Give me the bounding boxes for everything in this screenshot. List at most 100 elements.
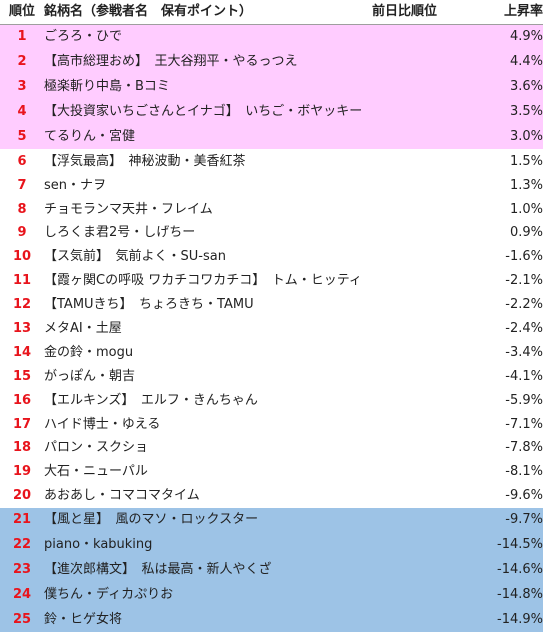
table-row: 1 ごろろ・ひで 4.9% (0, 24, 543, 50)
table-row: 6 【浮気最高】 神秘波動・美香紅茶 1.5% (0, 148, 543, 174)
stock-name: ごろろ・ひで (44, 24, 453, 50)
table-row: 24 僕ちん・ディカぷりお -14.8% (0, 581, 543, 608)
table-row: 23 【進次郎構文】 私は最高・新人やくざ -14.6% (0, 556, 543, 583)
table-row: 20 あおあし・コマコマタイム -9.6% (0, 483, 543, 508)
rank-number: 4 (0, 99, 44, 125)
rank-number: 21 (0, 507, 44, 533)
stock-name: 僕ちん・ディカぷりお (44, 581, 453, 608)
rank-number: 8 (0, 197, 44, 222)
stock-name: 【浮気最高】 神秘波動・美香紅茶 (44, 148, 453, 174)
stock-name: チョモランマ天井・フレイム (44, 197, 453, 222)
rank-column-header: 順位 (0, 0, 44, 25)
stock-name: 【霞ヶ関Cの呼吸 ワカチコワカチコ】 トム・ヒッティ (44, 268, 453, 293)
stock-name: 【風と星】 風のマソ・ロックスター (44, 507, 453, 533)
rank-number: 13 (0, 316, 44, 341)
stock-name: 大石・ニューパル (44, 459, 453, 484)
rise-rate: 3.0% (453, 123, 543, 150)
table-row: 22 piano・kabuking -14.5% (0, 532, 543, 558)
rise-rate: 0.9% (453, 221, 543, 245)
table-row: 19 大石・ニューパル -8.1% (0, 459, 543, 484)
stock-name: メタAI・土屋 (44, 316, 453, 341)
rank-number: 6 (0, 148, 44, 174)
rank-number: 10 (0, 244, 44, 269)
stock-name: 【TAMUきち】 ちょろきち・TAMU (44, 292, 453, 317)
table-row: 3 極楽斬り中島・Bコミ 3.6% (0, 74, 543, 100)
table-row: 13 メタAI・土屋 -2.4% (0, 316, 543, 341)
table-row: 17 ハイド博士・ゆえる -7.1% (0, 412, 543, 437)
stock-name: 【高市総理おめ】 王大谷翔平・やるっつえ (44, 49, 453, 75)
rank-number: 1 (0, 24, 44, 50)
stock-name: パロン・スクショ (44, 436, 453, 460)
name-column-header: 銘柄名（参戦者名 保有ポイント） 前日比順位 (44, 0, 453, 25)
rank-number: 19 (0, 459, 44, 484)
rise-rate: 1.5% (453, 148, 543, 174)
stock-name: 金の鈴・mogu (44, 340, 453, 365)
table-row: 4 【大投資家いちごさんとイナゴ】 いちご・ボヤッキー 3.5% (0, 99, 543, 125)
rise-rate: 4.4% (453, 49, 543, 75)
stock-name: てるりん・宮健 (44, 123, 453, 150)
stock-name: しろくま君2号・しげちー (44, 221, 453, 245)
rise-rate: -7.8% (453, 436, 543, 460)
rise-column-header: 上昇率 (453, 0, 543, 25)
stock-name: 【進次郎構文】 私は最高・新人やくざ (44, 556, 453, 583)
rise-rate: -5.9% (453, 388, 543, 413)
rise-rate: 1.0% (453, 197, 543, 222)
rise-rate: -9.6% (453, 483, 543, 508)
table-row: 16 【エルキンズ】 エルフ・きんちゃん -5.9% (0, 388, 543, 413)
stock-name: sen・ナヲ (44, 173, 453, 198)
table-row: 5 てるりん・宮健 3.0% (0, 123, 543, 150)
rise-rate: 4.9% (453, 24, 543, 50)
rank-number: 23 (0, 556, 44, 583)
table-row: 14 金の鈴・mogu -3.4% (0, 340, 543, 365)
prev-rank-column-header: 前日比順位 (372, 4, 438, 20)
stock-name: 極楽斬り中島・Bコミ (44, 74, 453, 100)
rise-rate: 1.3% (453, 173, 543, 198)
rank-number: 12 (0, 292, 44, 317)
rank-number: 5 (0, 123, 44, 150)
rank-number: 11 (0, 268, 44, 293)
rank-number: 24 (0, 581, 44, 608)
table-row: 15 がっぽん・朝吉 -4.1% (0, 364, 543, 389)
rise-rate: -2.2% (453, 292, 543, 317)
rank-number: 2 (0, 49, 44, 75)
table-row: 7 sen・ナヲ 1.3% (0, 173, 543, 198)
table-row: 12 【TAMUきち】 ちょろきち・TAMU -2.2% (0, 292, 543, 317)
header-row: 順位 銘柄名（参戦者名 保有ポイント） 前日比順位 上昇率 (0, 0, 543, 25)
rank-number: 18 (0, 436, 44, 460)
rank-number: 7 (0, 173, 44, 198)
rank-number: 15 (0, 364, 44, 389)
rise-rate: -1.6% (453, 244, 543, 269)
rank-number: 3 (0, 74, 44, 100)
rise-rate: -4.1% (453, 364, 543, 389)
rise-rate: -14.5% (453, 532, 543, 558)
rank-number: 14 (0, 340, 44, 365)
rise-rate: -7.1% (453, 412, 543, 437)
rank-number: 17 (0, 412, 44, 437)
rank-number: 16 (0, 388, 44, 413)
rank-number: 22 (0, 532, 44, 558)
stock-name: ハイド博士・ゆえる (44, 412, 453, 437)
rise-rate: 3.6% (453, 74, 543, 100)
rise-rate: -2.4% (453, 316, 543, 341)
rise-rate: -3.4% (453, 340, 543, 365)
rise-rate: -8.1% (453, 459, 543, 484)
rise-rate: 3.5% (453, 99, 543, 125)
stock-name: がっぽん・朝吉 (44, 364, 453, 389)
table-row: 9 しろくま君2号・しげちー 0.9% (0, 221, 543, 245)
name-column-label: 銘柄名（参戦者名 保有ポイント） (44, 4, 253, 20)
table-row: 2 【高市総理おめ】 王大谷翔平・やるっつえ 4.4% (0, 49, 543, 75)
stock-name: 【ス気前】 気前よく・SU-san (44, 244, 453, 269)
ranking-rows: 1 ごろろ・ひで 4.9% 2 【高市総理おめ】 王大谷翔平・やるっつえ 4.4… (0, 24, 543, 632)
rise-rate: -2.1% (453, 268, 543, 293)
table-row: 18 パロン・スクショ -7.8% (0, 436, 543, 460)
table-row: 11 【霞ヶ関Cの呼吸 ワカチコワカチコ】 トム・ヒッティ -2.1% (0, 268, 543, 293)
table-row: 10 【ス気前】 気前よく・SU-san -1.6% (0, 244, 543, 269)
table-row: 21 【風と星】 風のマソ・ロックスター -9.7% (0, 507, 543, 533)
stock-name: あおあし・コマコマタイム (44, 483, 453, 508)
rise-rate: -9.7% (453, 507, 543, 533)
rise-rate: -14.8% (453, 581, 543, 608)
stock-name: 【エルキンズ】 エルフ・きんちゃん (44, 388, 453, 413)
rise-rate: -14.6% (453, 556, 543, 583)
rank-number: 9 (0, 221, 44, 245)
